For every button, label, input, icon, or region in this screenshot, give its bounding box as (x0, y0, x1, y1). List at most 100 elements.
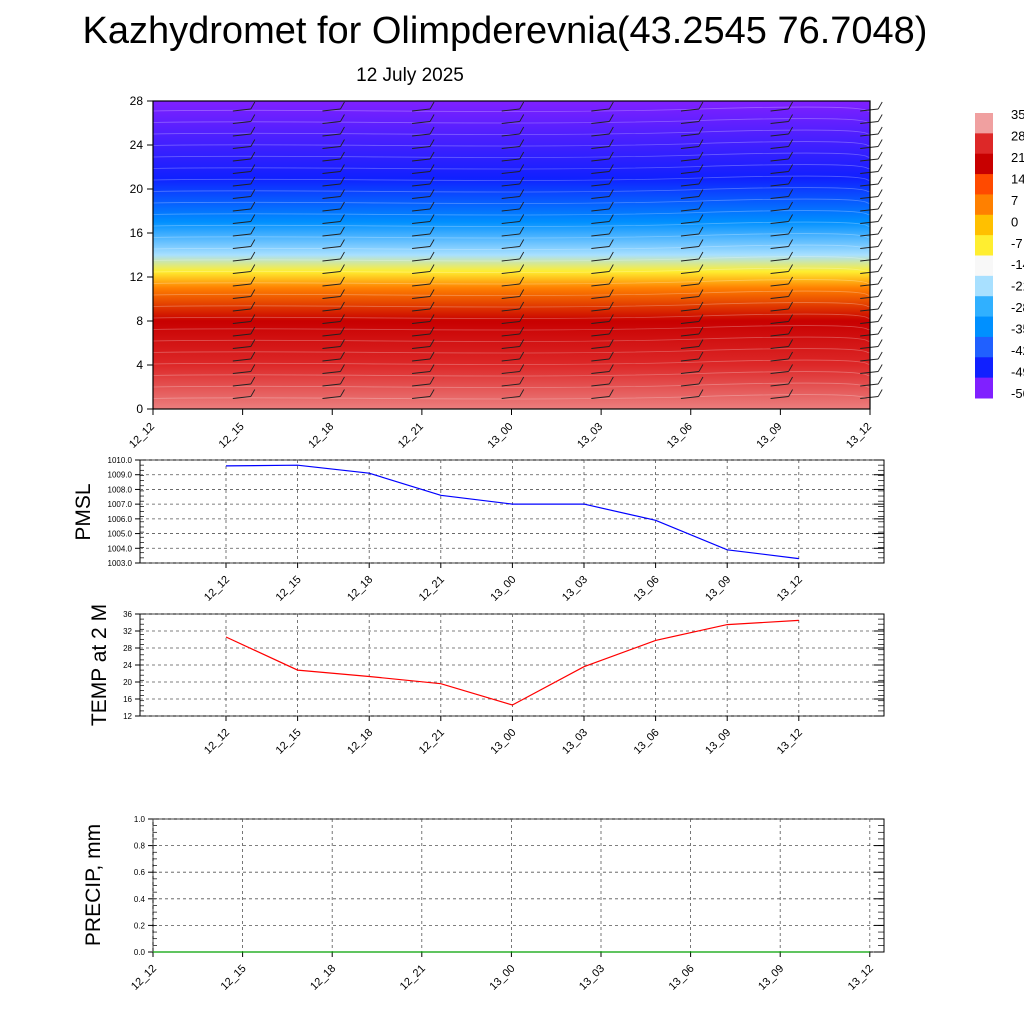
pmsl-panel-ytick-label: 1004.0 (108, 544, 133, 553)
wind-barb (501, 146, 520, 149)
wind-barb-flag (429, 139, 435, 147)
colorbar-swatch (975, 194, 993, 216)
pmsl-panel-xtick-label: 12_12 (202, 574, 232, 604)
wind-barb (591, 108, 610, 112)
wind-barb (232, 383, 251, 387)
wind-barb-flag (877, 189, 883, 197)
wind-barb (232, 233, 251, 237)
contour-line (152, 313, 871, 319)
wind-barb (412, 133, 431, 137)
pmsl-panel-ytick-label: 1009.0 (108, 471, 133, 480)
colorbar-label: -49 (1011, 365, 1024, 380)
wind-barb-flag (608, 114, 614, 122)
wind-barb-flag (788, 176, 793, 185)
heatmap-ytick-label: 12 (130, 270, 144, 284)
wind-barb-flag (250, 201, 256, 210)
wind-barb (591, 308, 610, 312)
wind-barb (680, 121, 700, 124)
wind-barb (591, 346, 610, 349)
wind-barb-flag (877, 151, 883, 160)
wind-barb-flag (340, 226, 345, 235)
wind-barb-flag (429, 364, 435, 372)
wind-barb-flag (519, 389, 525, 397)
wind-barb (770, 121, 789, 124)
wind-barb (322, 258, 341, 262)
wind-barb-flag (788, 201, 793, 210)
wind-barb-flag (788, 151, 793, 160)
wind-barb-flag (340, 164, 345, 172)
wind-barb-flag (340, 289, 345, 297)
wind-barb-flag (788, 339, 793, 347)
colorbar-swatch (975, 296, 993, 318)
wind-barb-flag (608, 339, 614, 347)
wind-barb-flag (608, 376, 614, 385)
precip-panel-ytick-label: 0.2 (134, 921, 146, 930)
wind-barb-flag (429, 226, 435, 235)
precip-panel-frame (152, 818, 885, 953)
colorbar-label: 0 (1011, 214, 1018, 229)
heatmap-xtick-label: 12_18 (306, 421, 336, 451)
wind-barb-flag (429, 239, 435, 247)
wind-barb (860, 283, 879, 287)
pmsl-panel-xtick-label: 12_21 (417, 574, 447, 604)
wind-barb-flag (877, 326, 883, 335)
temp-panel-ytick-label: 36 (123, 610, 132, 619)
wind-barb (591, 383, 610, 387)
wind-barb (322, 183, 341, 187)
wind-barb-flag (519, 364, 525, 372)
wind-barb-flag (519, 339, 525, 347)
temp-panel-ytick-label: 16 (123, 695, 132, 704)
wind-barb-flag (877, 264, 883, 272)
pmsl-panel-ylabel: PMSL (72, 483, 95, 540)
wind-barb (680, 346, 700, 349)
colorbar-swatch (975, 174, 993, 195)
wind-barb-flag (698, 289, 704, 297)
wind-barb-flag (788, 376, 793, 385)
temp-panel: 12 16 20 24 28 32 36 12_12 12_15 12_18 12_21 13_00 1… (88, 604, 885, 757)
wind-barb (232, 358, 251, 362)
heatmap-xtick-label: 13_03 (575, 421, 605, 451)
wind-barb-flag (250, 189, 256, 197)
wind-barb (322, 396, 341, 399)
wind-barb-flag (519, 351, 525, 360)
wind-barb-flag (698, 201, 704, 210)
wind-barb-flag (877, 214, 883, 222)
wind-barb-flag (608, 226, 614, 235)
wind-barb (232, 221, 251, 224)
wind-barb-flag (877, 276, 883, 285)
wind-barb (591, 296, 610, 299)
wind-barb (591, 371, 610, 374)
wind-barb (322, 346, 341, 349)
heatmap-xtick-label: 12_15 (217, 421, 247, 451)
wind-barb (591, 171, 610, 174)
precip-panel-xtick-label: 12_15 (219, 963, 249, 993)
chart-title: Kazhydromet for Olimpderevnia(43.2545 76… (82, 10, 928, 52)
wind-barb (770, 296, 789, 299)
wind-barb (770, 321, 789, 324)
colorbar-label: 35 (1011, 107, 1024, 122)
wind-barb (680, 396, 700, 399)
wind-barb-flag (340, 276, 345, 285)
wind-barb (860, 358, 879, 362)
wind-barb (412, 383, 431, 387)
wind-barb (770, 383, 789, 387)
wind-barb (860, 158, 879, 162)
wind-barb-flag (608, 201, 614, 210)
pmsl-panel-xtick-label: 13_12 (775, 574, 805, 604)
heatmap-xtick-label: 13_09 (754, 421, 784, 451)
colorbar: 35 28 21 14 7 0 -7 -14 -21 -28 -35 -42 -49 -56 (975, 107, 1024, 401)
wind-barb (591, 358, 610, 362)
colorbar-label: -14 (1011, 257, 1024, 272)
wind-barb-flag (877, 239, 883, 247)
wind-barb-flag (698, 326, 704, 335)
contour-line (152, 371, 871, 377)
wind-barb-flag (250, 376, 256, 385)
wind-barb-flag (429, 389, 435, 397)
colorbar-swatch (975, 214, 993, 236)
wind-barb (860, 333, 879, 337)
pmsl-panel-ytick-label: 1006.0 (108, 515, 133, 524)
wind-barb (591, 133, 610, 137)
wind-barb-flag (698, 314, 704, 322)
wind-barb (412, 396, 431, 399)
